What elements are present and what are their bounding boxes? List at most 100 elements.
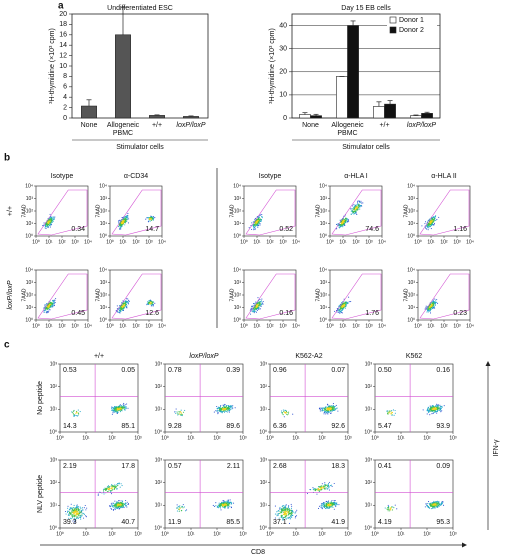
dot — [255, 309, 257, 311]
arrow-head — [462, 542, 467, 548]
dot — [72, 410, 74, 412]
dot — [332, 409, 334, 412]
dot — [121, 507, 123, 509]
dot — [72, 515, 74, 517]
dot — [341, 304, 343, 306]
dot — [429, 224, 431, 226]
dot — [126, 298, 128, 300]
dot — [218, 502, 220, 504]
dot — [426, 410, 428, 412]
dot — [111, 413, 113, 415]
dot — [152, 219, 154, 221]
y-tick-label: 16 — [59, 32, 67, 39]
dot — [178, 411, 181, 413]
y-tick-label: 10⁴ — [319, 267, 327, 273]
x-tick-label: 10² — [213, 435, 221, 441]
y-tick-label: 10⁰ — [259, 525, 267, 531]
dot — [351, 205, 353, 207]
chart-title: Day 15 EB cells — [341, 5, 391, 12]
dot — [46, 307, 48, 309]
dot — [356, 208, 358, 210]
quadrant-value: 85.1 — [121, 423, 135, 430]
dot — [177, 413, 179, 415]
dot — [121, 304, 123, 306]
plot-frame — [164, 363, 244, 433]
dot — [110, 507, 112, 510]
bar — [299, 114, 311, 119]
dot — [219, 505, 222, 507]
gate — [245, 273, 296, 320]
dot-cloud — [117, 212, 156, 230]
dot — [362, 202, 364, 204]
gate-value: 14.7 — [145, 226, 159, 233]
x-tick-label: 10⁴ — [466, 323, 474, 329]
dot — [322, 487, 324, 489]
dot — [284, 516, 286, 518]
dot — [146, 304, 148, 306]
y-tick-label: 10¹ — [365, 407, 373, 413]
dot — [324, 488, 326, 490]
dot — [324, 409, 326, 412]
dot — [117, 507, 119, 509]
dot — [80, 507, 82, 509]
y-tick-label: 10¹ — [100, 305, 108, 311]
dot — [112, 486, 114, 488]
dot — [359, 208, 361, 210]
x-tick-label: 10² — [266, 239, 274, 245]
dot — [217, 413, 219, 415]
dot — [441, 504, 443, 506]
y-tick-label: 10¹ — [155, 503, 163, 509]
dot — [78, 509, 80, 511]
dot — [320, 485, 322, 487]
x-tick-label: 10² — [423, 435, 431, 441]
x-tick-label: 10⁴ — [466, 239, 474, 245]
dot — [436, 500, 439, 502]
dot — [342, 226, 344, 228]
dot — [441, 410, 443, 412]
dot — [328, 489, 330, 491]
dot — [338, 311, 340, 313]
dot — [318, 490, 320, 492]
dot — [438, 501, 440, 503]
dot — [327, 488, 329, 490]
dot — [220, 409, 222, 411]
dot — [359, 200, 361, 203]
dot — [433, 408, 435, 410]
y-tick-label: 10³ — [26, 280, 34, 286]
dot — [421, 225, 423, 227]
dot-cloud — [42, 213, 56, 230]
x-tick-label: 10⁰ — [326, 323, 334, 329]
dot — [286, 507, 288, 510]
dot — [121, 410, 123, 412]
dot — [118, 219, 121, 221]
dot — [118, 226, 120, 228]
dot — [353, 213, 355, 215]
dot — [234, 407, 236, 409]
y-tick-label: 10³ — [155, 457, 163, 463]
dot — [120, 222, 122, 224]
dot — [78, 512, 80, 514]
dot — [127, 222, 129, 224]
x-tick-label: 10⁰ — [414, 323, 422, 329]
dot — [224, 505, 226, 507]
dot — [289, 516, 291, 518]
dot — [120, 311, 122, 313]
dot — [52, 220, 54, 222]
y-tick-label: 10⁴ — [233, 183, 241, 189]
x-tick-label: 10² — [108, 435, 116, 441]
dot — [123, 302, 125, 304]
dot — [86, 507, 88, 509]
dot — [429, 405, 431, 407]
quadrant-value: 92.6 — [331, 423, 345, 430]
dot — [251, 310, 253, 312]
dot — [70, 506, 72, 509]
y-tick-label: 10³ — [408, 280, 416, 286]
dot — [432, 221, 434, 223]
gate — [419, 273, 470, 320]
dot — [431, 405, 433, 407]
dot — [224, 404, 226, 406]
dot — [108, 488, 110, 490]
dot — [258, 216, 261, 218]
dot — [175, 411, 177, 413]
dot — [327, 485, 329, 488]
